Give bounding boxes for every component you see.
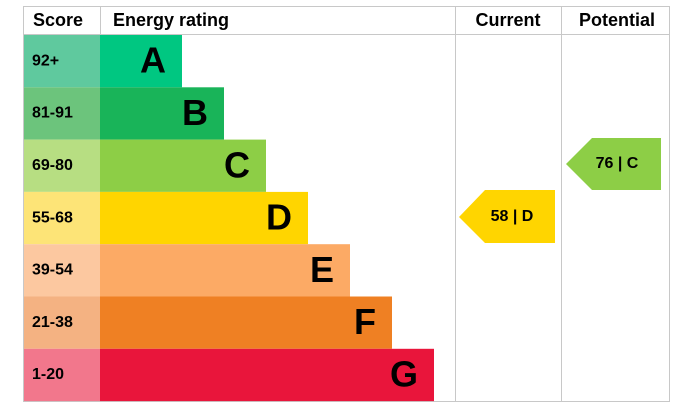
rating-letter: C bbox=[224, 144, 250, 185]
score-range: 92+ bbox=[32, 52, 59, 69]
current-label: 58 | D bbox=[491, 208, 534, 225]
score-range: 21-38 bbox=[32, 314, 73, 331]
rating-bar bbox=[100, 348, 434, 402]
score-range: 1-20 bbox=[32, 366, 64, 383]
score-cell bbox=[24, 348, 100, 402]
rating-bar bbox=[100, 139, 266, 192]
rating-bar bbox=[100, 35, 182, 88]
score-range: 39-54 bbox=[32, 262, 73, 279]
frame bbox=[23, 6, 670, 402]
potential-header: Potential bbox=[579, 10, 655, 30]
score-cell bbox=[24, 139, 100, 192]
score-cell bbox=[24, 191, 100, 245]
score-cell bbox=[24, 87, 100, 140]
rating-bar bbox=[100, 191, 308, 245]
current-header: Current bbox=[475, 10, 540, 30]
rating-bar bbox=[100, 87, 224, 140]
potential-arrow bbox=[566, 138, 661, 190]
score-range: 81-91 bbox=[32, 105, 73, 122]
bands: 92+ A 81-91 B 69-80 C 55-68 D 39-54 E 21-38 F 1-20 G bbox=[24, 35, 434, 402]
rating-letter: G bbox=[390, 353, 418, 394]
rating-letter: F bbox=[354, 301, 376, 342]
score-cell bbox=[24, 296, 100, 349]
rating-letter: E bbox=[310, 249, 334, 290]
score-cell bbox=[24, 244, 100, 297]
score-range: 55-68 bbox=[32, 209, 73, 226]
potential-label: 76 | C bbox=[596, 155, 639, 172]
rating-letter: B bbox=[182, 92, 208, 133]
rating-bar bbox=[100, 244, 350, 297]
rating-letter: D bbox=[266, 197, 292, 238]
rating-letter: A bbox=[140, 40, 166, 81]
score-header: Score bbox=[33, 10, 83, 30]
score-range: 69-80 bbox=[32, 157, 73, 174]
score-cell bbox=[24, 35, 100, 88]
rating-header: Energy rating bbox=[113, 10, 229, 30]
current-arrow bbox=[459, 190, 555, 243]
rating-bar bbox=[100, 296, 392, 349]
